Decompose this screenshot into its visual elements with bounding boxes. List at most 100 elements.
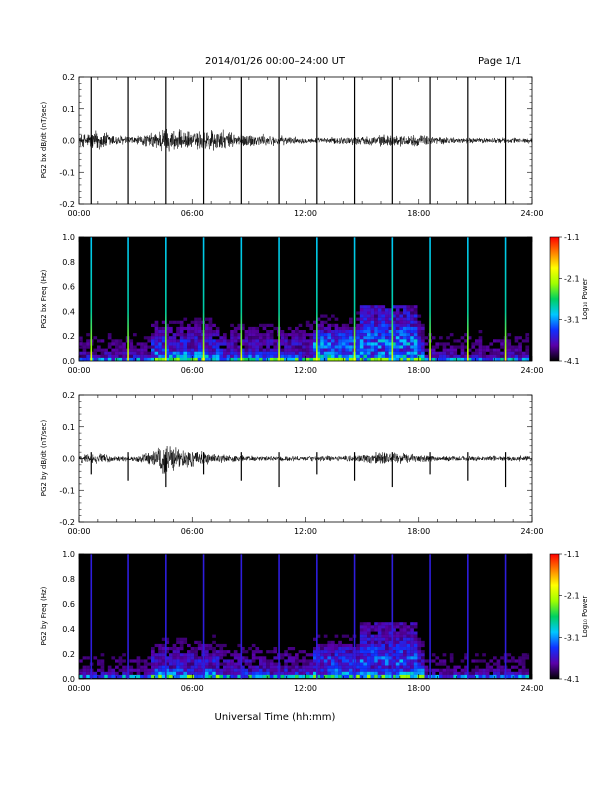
spectrogram-cell xyxy=(223,662,227,666)
spectrogram-cell xyxy=(129,345,134,349)
spectrogram-cell xyxy=(140,348,144,352)
spectrogram-cell xyxy=(287,656,292,660)
spectrogram-cell xyxy=(251,354,256,358)
spectrogram-cell xyxy=(320,333,324,337)
spectrogram-cell xyxy=(115,339,119,343)
spectrogram-cell xyxy=(388,653,393,657)
spectrogram-cell xyxy=(399,637,404,641)
spectrogram-cell xyxy=(233,656,238,660)
spectrogram-cell xyxy=(230,336,234,340)
spectrogram-cell xyxy=(413,671,418,675)
spectrogram-cell xyxy=(262,354,267,358)
spectrogram-cell xyxy=(280,333,285,337)
spectrogram-cell xyxy=(349,330,353,334)
spectrogram-cell xyxy=(226,668,231,672)
spectrogram-cell xyxy=(359,659,364,663)
spectrogram-cell xyxy=(406,351,411,355)
spectrogram-cell xyxy=(359,674,364,679)
spectrogram-spike xyxy=(391,237,394,361)
spectrogram-cell xyxy=(140,354,144,358)
spectrogram-cell xyxy=(475,351,479,355)
spectrogram-cell xyxy=(403,311,407,315)
spectrogram-spike xyxy=(90,237,93,361)
spectrogram-cell xyxy=(233,665,238,669)
spectrogram-cell xyxy=(205,326,209,331)
spectrogram-cell xyxy=(262,351,267,355)
spectrogram-cell xyxy=(334,354,339,358)
spectrogram-cell xyxy=(93,354,98,358)
spectrogram-cell xyxy=(417,647,422,651)
spectrogram-cell xyxy=(464,671,468,675)
spectrogram-cell xyxy=(284,342,288,346)
spectrogram-cell xyxy=(367,659,371,663)
spectrogram-cell xyxy=(338,326,342,331)
spectrogram-cell xyxy=(395,647,400,651)
spectrogram-cell xyxy=(259,323,263,327)
spectrogram-cell xyxy=(237,659,242,663)
spectrogram-cell xyxy=(316,634,321,638)
spectrogram-cell xyxy=(381,640,386,644)
spectrogram-cell xyxy=(158,668,162,672)
spectrogram-cell xyxy=(356,671,360,675)
spectrogram-cell xyxy=(356,339,360,343)
spectrogram-cell xyxy=(143,671,148,675)
spectrogram-cell xyxy=(187,339,191,343)
spectrogram-cell xyxy=(233,342,238,346)
spectrogram-cell xyxy=(320,336,324,340)
spectrogram-cell xyxy=(118,662,123,666)
spectrogram-cell xyxy=(327,640,332,644)
spectrogram-cell xyxy=(338,665,342,669)
spectrogram-cell xyxy=(421,653,425,657)
spectrogram-cell xyxy=(403,640,407,644)
spectrogram-cell xyxy=(176,345,180,349)
spectrogram-cell xyxy=(392,653,396,657)
spectrogram-cell xyxy=(406,311,411,315)
spectrogram-cell xyxy=(179,674,184,679)
spectrogram-cell xyxy=(338,662,342,666)
spectrogram-cell xyxy=(406,357,411,362)
spectrogram-cell xyxy=(208,653,213,657)
spectrogram-cell xyxy=(521,662,526,666)
spectrogram-cell xyxy=(381,656,386,660)
spectrogram-cell xyxy=(374,326,378,331)
spectrogram-cell xyxy=(395,336,400,340)
spectrogram-cell xyxy=(341,659,346,663)
spectrogram-cell xyxy=(248,345,252,349)
spectrogram-cell xyxy=(212,345,216,349)
spectrogram-cell xyxy=(370,311,375,315)
spectrogram-cell xyxy=(287,659,292,663)
spectrogram-cell xyxy=(385,674,389,679)
spectrogram-cell xyxy=(187,348,191,352)
spectrogram-cell xyxy=(381,650,386,654)
spectrogram-cell xyxy=(284,674,288,679)
spectrogram-cell xyxy=(406,354,411,358)
spectrogram-cell xyxy=(291,342,296,346)
spectrogram-cell xyxy=(496,354,501,358)
spectrogram-spike xyxy=(202,554,205,679)
spectrogram-cell xyxy=(262,339,267,343)
spectrogram-spike xyxy=(127,554,129,679)
spectrogram-cell xyxy=(176,662,180,666)
spectrogram-cell xyxy=(367,643,371,648)
spectrogram-cell xyxy=(370,662,375,666)
spectrogram-cell xyxy=(518,348,522,352)
spectrogram-cell xyxy=(496,357,501,362)
spectrogram-cell xyxy=(446,351,450,355)
spectrogram-cell xyxy=(406,317,411,321)
spectrogram-cell xyxy=(197,647,202,651)
spectrogram-cell xyxy=(154,333,159,337)
spectrogram-cell xyxy=(147,336,152,340)
spectrogram-cell xyxy=(118,348,123,352)
spectrogram-cell xyxy=(197,342,202,346)
spectrogram-cell xyxy=(86,354,90,358)
spectrogram-cell xyxy=(309,659,314,663)
spectrogram-cell xyxy=(230,665,234,669)
spectrogram-cell xyxy=(169,665,173,669)
spectrogram-cell xyxy=(208,339,213,343)
spectrogram-cell xyxy=(291,336,296,340)
spectrogram-cell xyxy=(287,326,292,331)
spectrogram-cell xyxy=(406,625,411,629)
spectrogram-cell xyxy=(316,643,321,648)
spectrogram-cell xyxy=(176,659,180,663)
spectrogram-cell xyxy=(176,330,180,334)
